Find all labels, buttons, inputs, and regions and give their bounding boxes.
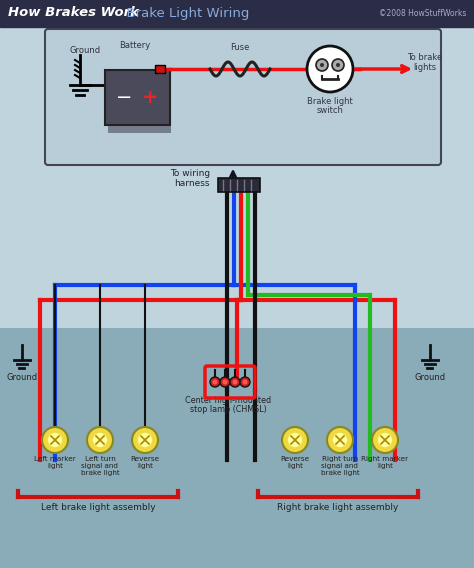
Text: Center high-mounted: Center high-mounted <box>185 396 271 405</box>
Text: Right brake light assembly: Right brake light assembly <box>277 503 399 512</box>
Text: Reverse
light: Reverse light <box>130 456 160 469</box>
Circle shape <box>132 427 158 453</box>
Circle shape <box>320 63 324 67</box>
Text: Battery: Battery <box>119 41 151 50</box>
Text: Ground: Ground <box>69 46 100 55</box>
Circle shape <box>222 379 228 385</box>
Circle shape <box>333 433 347 447</box>
Bar <box>105 70 170 125</box>
Text: To wiring: To wiring <box>170 169 210 177</box>
Bar <box>155 65 165 73</box>
Text: harness: harness <box>174 178 210 187</box>
Text: To brake: To brake <box>407 53 443 62</box>
Bar <box>0 28 474 328</box>
Circle shape <box>210 377 220 387</box>
Circle shape <box>230 377 240 387</box>
Text: Ground: Ground <box>7 373 37 382</box>
Circle shape <box>220 377 230 387</box>
Text: Left turn
signal and
brake light: Left turn signal and brake light <box>81 456 119 476</box>
Text: Brake Light Wiring: Brake Light Wiring <box>118 6 249 19</box>
Circle shape <box>42 427 68 453</box>
Text: Ground: Ground <box>414 373 446 382</box>
Text: How Brakes Work: How Brakes Work <box>8 6 139 19</box>
Circle shape <box>372 427 398 453</box>
Text: Brake light: Brake light <box>307 97 353 106</box>
Text: Right turn
signal and
brake light: Right turn signal and brake light <box>320 456 359 476</box>
Circle shape <box>316 59 328 71</box>
Text: switch: switch <box>317 106 344 115</box>
Text: +: + <box>142 88 159 107</box>
Circle shape <box>282 427 308 453</box>
Text: −: − <box>116 88 133 107</box>
Circle shape <box>243 379 247 385</box>
Circle shape <box>48 433 62 447</box>
Bar <box>108 125 171 133</box>
Text: ©2008 HowStuffWorks: ©2008 HowStuffWorks <box>379 9 466 18</box>
Text: Right marker
light: Right marker light <box>362 456 409 469</box>
Circle shape <box>332 59 344 71</box>
Circle shape <box>336 63 340 67</box>
Text: lights: lights <box>413 63 437 72</box>
FancyBboxPatch shape <box>45 29 441 165</box>
Text: Left marker
light: Left marker light <box>34 456 76 469</box>
Circle shape <box>87 427 113 453</box>
Text: Reverse
light: Reverse light <box>281 456 310 469</box>
Circle shape <box>138 433 152 447</box>
Bar <box>218 178 260 192</box>
Circle shape <box>233 379 237 385</box>
Circle shape <box>240 377 250 387</box>
Text: Fuse: Fuse <box>230 43 250 52</box>
Bar <box>0 0 474 27</box>
Text: stop lamp (CHMSL): stop lamp (CHMSL) <box>190 405 266 414</box>
Circle shape <box>288 433 302 447</box>
Circle shape <box>327 427 353 453</box>
Bar <box>0 328 474 568</box>
Circle shape <box>378 433 392 447</box>
Circle shape <box>212 379 218 385</box>
Circle shape <box>93 433 107 447</box>
Text: Left brake light assembly: Left brake light assembly <box>41 503 155 512</box>
Circle shape <box>307 46 353 92</box>
